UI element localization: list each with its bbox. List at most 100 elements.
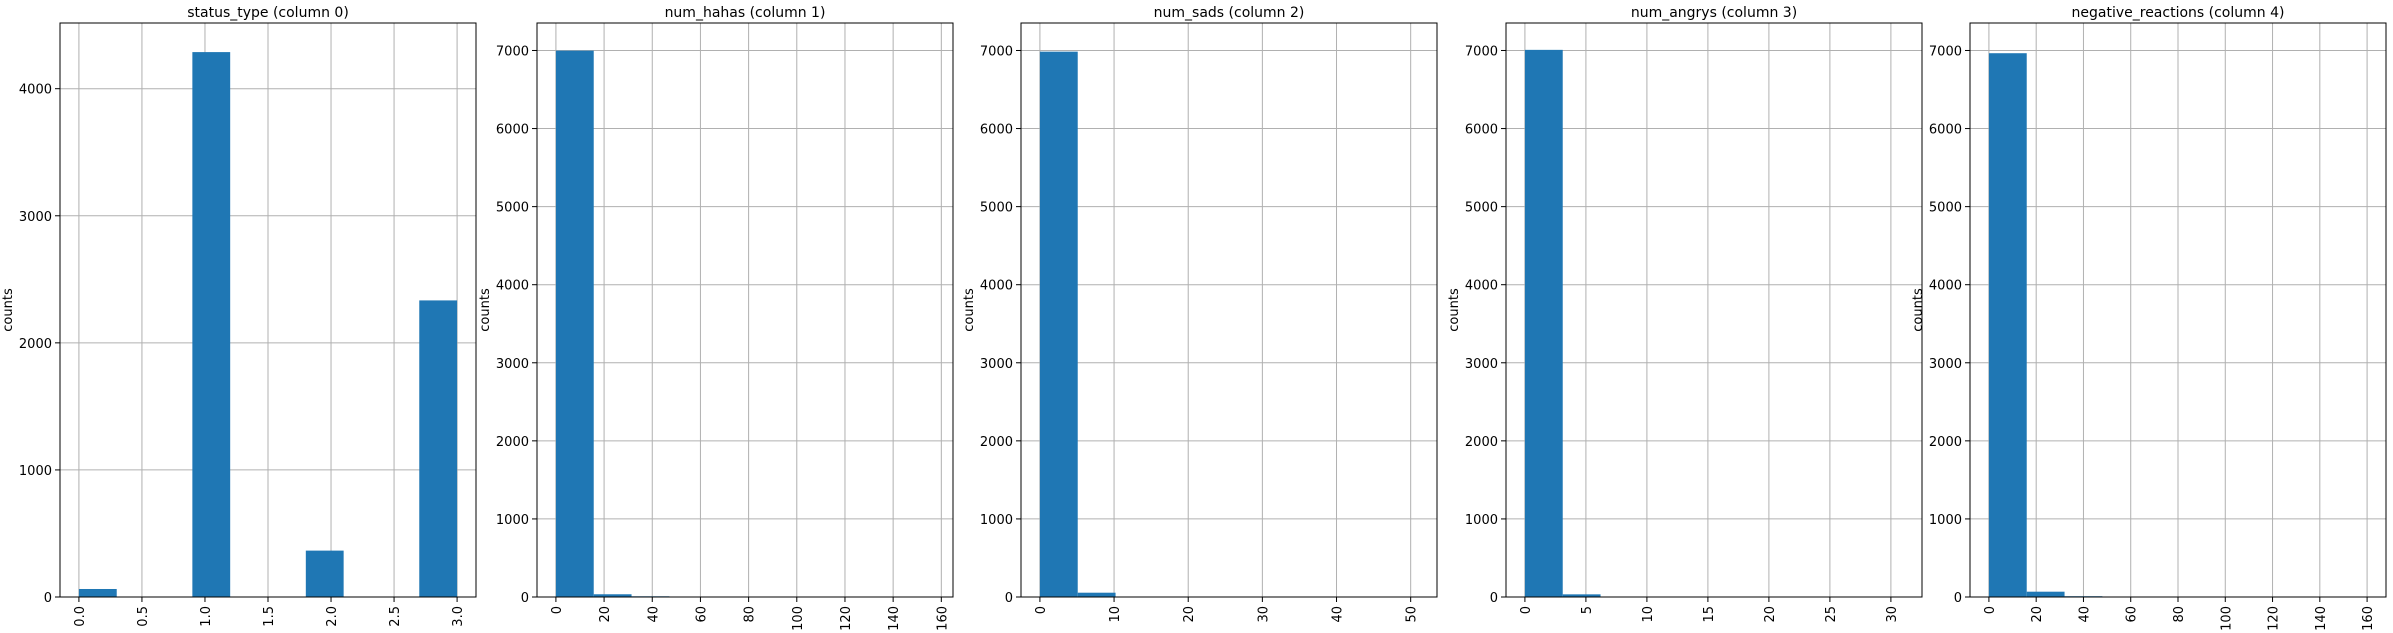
y-tick-label: 5000 [496, 201, 529, 216]
x-tick-label: 40 [2077, 606, 2092, 623]
x-tick-label: 160 [935, 606, 950, 631]
y-tick-label: 5000 [1929, 201, 1962, 216]
y-tick-label: 4000 [980, 279, 1013, 294]
y-tick-label: 0 [1490, 591, 1498, 606]
x-tick-label: 60 [694, 606, 709, 623]
x-tick-label: 25 [1824, 606, 1839, 623]
y-tick-label: 7000 [980, 44, 1013, 59]
y-tick-label: 0 [521, 591, 529, 606]
bar [1988, 53, 2027, 597]
x-tick-label: 0 [1034, 606, 1049, 614]
x-tick-label: 5 [1580, 606, 1595, 614]
x-tick-label: 140 [887, 606, 902, 631]
y-axis-label: counts [478, 288, 493, 332]
axes-frame [536, 22, 954, 598]
x-tick-label: 140 [2314, 606, 2329, 631]
x-tick-label: 50 [1405, 606, 1420, 623]
y-tick-label: 6000 [1929, 123, 1962, 138]
x-tick-label: 2.5 [388, 606, 403, 627]
bar [192, 52, 231, 598]
x-tick-label: 10 [1108, 606, 1123, 623]
y-tick-label: 5000 [980, 201, 1013, 216]
x-tick-label: 60 [2125, 606, 2140, 623]
y-tick-label: 1000 [496, 513, 529, 528]
bar [1077, 592, 1116, 597]
x-tick-label: 3.0 [451, 606, 466, 627]
y-axis-label: counts [962, 288, 977, 332]
y-tick-label: 0 [44, 591, 52, 606]
y-tick-label: 3000 [1465, 357, 1498, 372]
bar [305, 550, 344, 597]
x-tick-label: 2.0 [325, 606, 340, 627]
x-tick-label: 100 [2219, 606, 2234, 631]
subplot-title: negative_reactions (column 4) [2072, 5, 2285, 21]
x-tick-label: 0 [1519, 606, 1534, 614]
axes-frame [59, 22, 477, 598]
x-tick-label: 120 [2267, 606, 2282, 631]
axes-frame [1020, 22, 1438, 598]
x-tick-label: 80 [2172, 606, 2187, 623]
x-tick-label: 10 [1641, 606, 1656, 623]
y-tick-label: 2000 [1929, 435, 1962, 450]
x-tick-label: 40 [1331, 606, 1346, 623]
bar [1524, 49, 1563, 598]
subplot: 0 1000 2000 3000 4000 5000 6000 7000 0 20 40 60 80 10… [478, 5, 954, 631]
x-tick-label: 120 [839, 606, 854, 631]
y-tick-label: 2000 [980, 435, 1013, 450]
x-tick-label: 1.5 [262, 606, 277, 627]
y-tick-label: 1000 [1929, 513, 1962, 528]
x-tick-label: 0 [1983, 606, 1998, 614]
y-tick-label: 7000 [1929, 44, 1962, 59]
y-tick-label: 4000 [1465, 279, 1498, 294]
x-tick-label: 40 [646, 606, 661, 623]
x-tick-label: 20 [1182, 606, 1197, 623]
y-tick-label: 2000 [496, 435, 529, 450]
subplot-title: status_type (column 0) [187, 5, 349, 21]
x-tick-label: 100 [791, 606, 806, 631]
x-tick-label: 20 [2030, 606, 2045, 623]
subplot: 0 1000 2000 3000 4000 0.0 0.5 1.0 1.5 2.0 2.5 3.0 st… [1, 5, 477, 627]
x-tick-label: 30 [1256, 606, 1271, 623]
x-tick-label: 80 [743, 606, 758, 623]
y-axis-label: counts [1447, 288, 1462, 332]
y-tick-label: 1000 [19, 464, 52, 479]
y-tick-label: 4000 [19, 83, 52, 98]
y-tick-label: 1000 [1465, 513, 1498, 528]
y-tick-label: 4000 [496, 279, 529, 294]
y-tick-label: 3000 [496, 357, 529, 372]
bar [1039, 51, 1078, 598]
y-tick-label: 3000 [1929, 357, 1962, 372]
y-tick-label: 4000 [1929, 279, 1962, 294]
subplot: 0 1000 2000 3000 4000 5000 6000 7000 0 10 20 30 40 50… [962, 5, 1438, 623]
y-tick-label: 5000 [1465, 201, 1498, 216]
x-tick-label: 0 [550, 606, 565, 614]
y-tick-label: 3000 [980, 357, 1013, 372]
bar [78, 588, 117, 597]
y-tick-label: 1000 [980, 513, 1013, 528]
y-tick-label: 6000 [1465, 123, 1498, 138]
axes-frame [1969, 22, 2387, 598]
y-tick-label: 3000 [19, 210, 52, 225]
x-tick-label: 20 [598, 606, 613, 623]
y-axis-label: counts [1, 288, 16, 332]
bar [593, 594, 632, 597]
subplot: 0 1000 2000 3000 4000 5000 6000 7000 0 20 40 60 80 10… [1911, 5, 2387, 631]
bar [555, 50, 594, 598]
x-tick-label: 15 [1702, 606, 1717, 623]
axes-frame [1505, 22, 1923, 598]
subplot-title: num_sads (column 2) [1154, 5, 1305, 21]
y-tick-label: 0 [1954, 591, 1962, 606]
y-tick-label: 2000 [19, 337, 52, 352]
bar [419, 300, 458, 597]
subplot: 0 1000 2000 3000 4000 5000 6000 7000 0 5 10 15 20 25 3… [1447, 5, 1923, 623]
y-tick-label: 7000 [496, 44, 529, 59]
y-axis-label: counts [1911, 288, 1926, 332]
bar [2026, 591, 2065, 597]
y-tick-label: 7000 [1465, 44, 1498, 59]
x-tick-label: 20 [1763, 606, 1778, 623]
x-tick-label: 0.5 [136, 606, 151, 627]
x-tick-label: 0.0 [73, 606, 88, 627]
y-tick-label: 6000 [496, 123, 529, 138]
x-tick-label: 160 [2361, 606, 2376, 631]
